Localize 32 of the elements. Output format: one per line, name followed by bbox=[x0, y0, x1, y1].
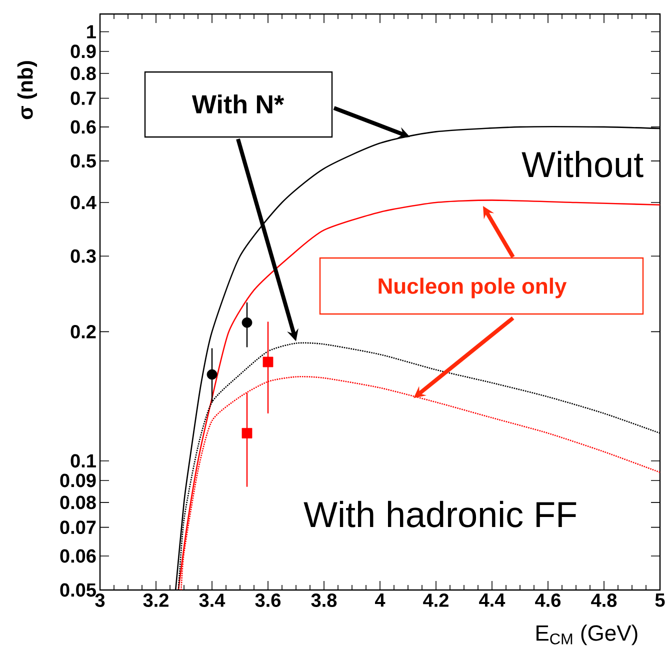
x-tick-label: 4.4 bbox=[479, 594, 506, 607]
x-tick-label: 4.6 bbox=[535, 594, 561, 607]
y-tick-label: 0.5 bbox=[70, 154, 96, 168]
y-tick-label: 0.9 bbox=[70, 44, 96, 58]
x-tick-label: 4.8 bbox=[591, 594, 617, 607]
x-tick-label: 5 bbox=[655, 594, 665, 607]
y-tick-label: 0.06 bbox=[60, 549, 96, 563]
x-tick-label: 4.2 bbox=[423, 594, 448, 607]
y-tick-label: 0.7 bbox=[70, 92, 96, 105]
x-tick-label: 3.4 bbox=[199, 594, 226, 608]
x-tick-label: 3.2 bbox=[143, 594, 168, 608]
y-axis-title: σ (nb) bbox=[17, 61, 37, 120]
annotation: Nucleon pole only bbox=[378, 278, 567, 298]
y-tick-label: 0.07 bbox=[60, 520, 96, 534]
y-tick-label: 0.1 bbox=[70, 454, 96, 468]
y-tick-label: 1 bbox=[87, 25, 96, 38]
x-tick-label: 3.8 bbox=[311, 594, 337, 608]
y-tick-label: 0.08 bbox=[60, 496, 96, 510]
annotation: With N* bbox=[192, 94, 284, 114]
x-tick-label: 3.6 bbox=[255, 594, 281, 608]
y-tick-label: 0.8 bbox=[70, 66, 96, 80]
annotation: Without bbox=[522, 150, 644, 178]
annotation: With hadronic FF bbox=[304, 500, 576, 528]
y-tick-label: 0.6 bbox=[70, 120, 96, 134]
x-tick-label: 3 bbox=[95, 594, 105, 608]
y-tick-label: 0.2 bbox=[70, 324, 96, 338]
y-tick-label: 0.09 bbox=[60, 474, 96, 488]
y-tick-label: 0.4 bbox=[70, 196, 96, 210]
x-tick-label: 4 bbox=[375, 594, 386, 607]
y-tick-label: 0.05 bbox=[60, 583, 96, 597]
x-axis-title: E$_{CM}$ (GeV) bbox=[536, 624, 638, 646]
y-tick-label: 0.3 bbox=[70, 249, 96, 263]
